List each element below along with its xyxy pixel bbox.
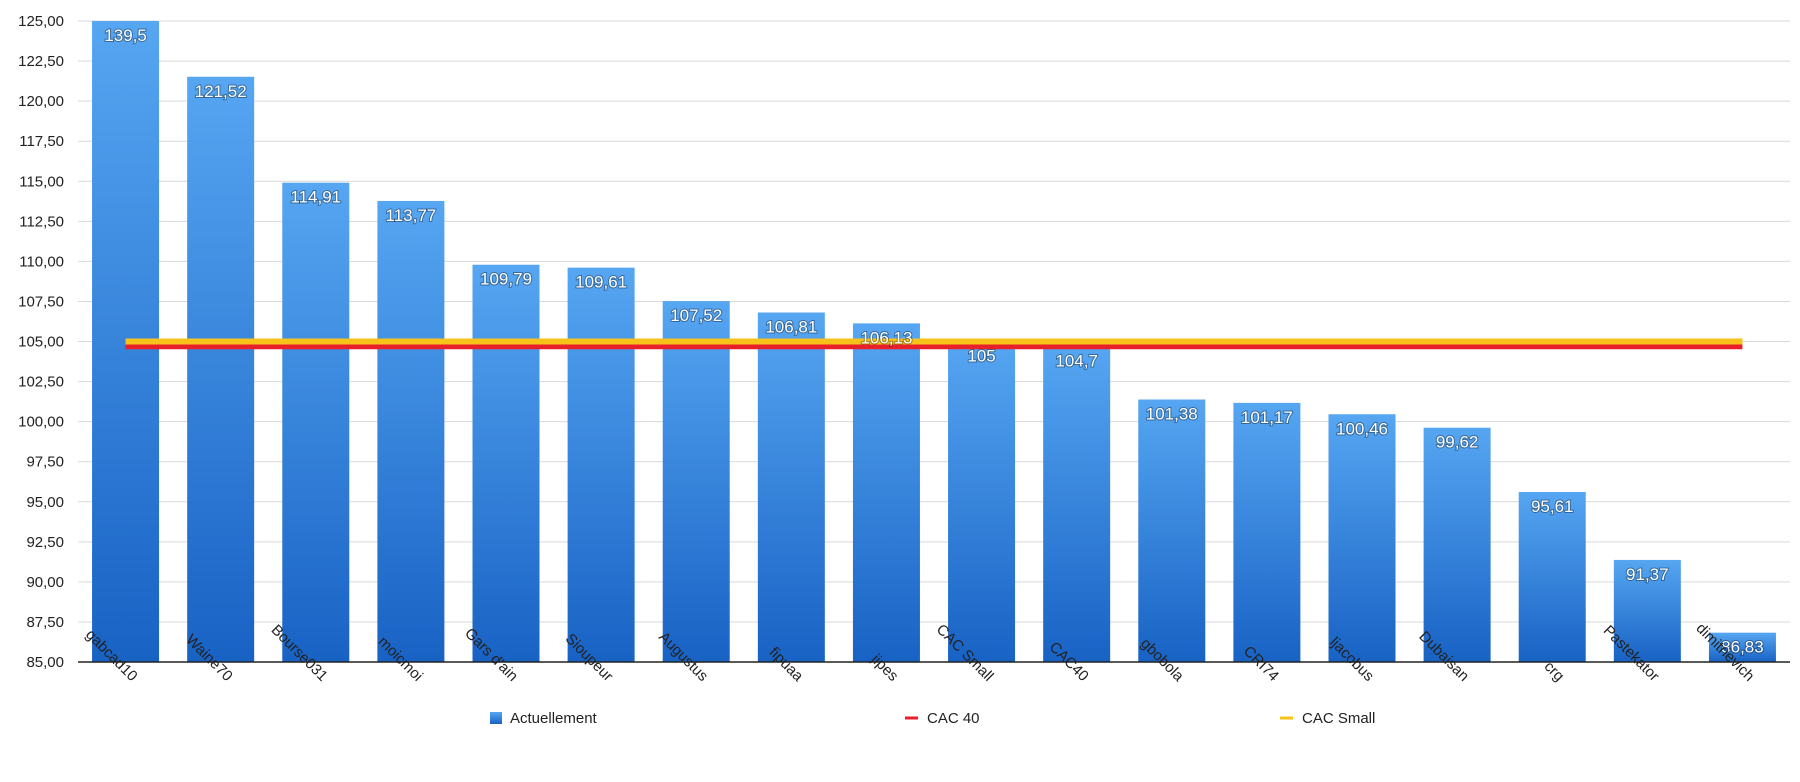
y-tick-label: 85,00 <box>26 654 64 671</box>
bar <box>852 323 920 662</box>
bar <box>377 200 445 662</box>
bar <box>1328 414 1396 662</box>
bar <box>187 76 255 663</box>
data-label: 107,52 <box>670 306 722 325</box>
data-label: 106,81 <box>765 317 817 336</box>
legend-swatch-bar <box>490 712 502 724</box>
y-tick-label: 120,00 <box>18 93 64 110</box>
bar <box>1138 399 1206 662</box>
y-tick-label: 100,00 <box>18 414 64 431</box>
legend-label: CAC Small <box>1302 710 1375 727</box>
bar <box>948 341 1016 662</box>
legend: Actuellement CAC 40 CAC Small <box>490 710 1375 727</box>
bar <box>1613 559 1681 662</box>
data-label: 105 <box>967 347 995 366</box>
data-label: 99,62 <box>1436 433 1479 452</box>
y-tick-label: 125,00 <box>18 13 64 30</box>
y-tick-label: 87,50 <box>26 614 64 631</box>
legend-label: CAC 40 <box>927 710 980 727</box>
data-label: 86,83 <box>1721 638 1764 657</box>
data-label: 121,52 <box>195 82 247 101</box>
bar <box>1423 427 1491 662</box>
bar <box>1518 491 1586 662</box>
y-tick-label: 115,00 <box>19 173 64 190</box>
y-axis-tick-labels: 85,00 87,50 90,00 92,50 95,00 97,50 100,00 102,… <box>18 13 64 671</box>
y-tick-label: 92,50 <box>26 534 64 551</box>
data-label: 101,17 <box>1241 408 1293 427</box>
legend-label: Actuellement <box>510 710 598 727</box>
data-label: 91,37 <box>1626 565 1669 584</box>
y-tick-label: 95,00 <box>26 494 64 511</box>
reference-lines <box>125 338 1743 350</box>
y-tick-label: 110,00 <box>19 253 64 270</box>
bar <box>282 182 350 662</box>
data-label: 113,77 <box>386 206 437 225</box>
y-tick-label: 90,00 <box>26 574 64 591</box>
data-label: 95,61 <box>1531 497 1574 516</box>
data-label: 104,7 <box>1055 351 1098 370</box>
data-labels: 139,5 121,52 114,91 113,77 109,79 109,61 107,5… <box>103 25 1764 658</box>
bar <box>567 267 635 662</box>
data-label: 106,13 <box>860 328 912 347</box>
y-tick-label: 122,50 <box>18 53 64 70</box>
data-label: 114,91 <box>290 188 341 207</box>
bar <box>472 264 540 662</box>
y-tick-label: 117,50 <box>19 133 64 150</box>
bar <box>1708 632 1776 662</box>
data-label: 109,61 <box>575 273 627 292</box>
y-tick-label: 97,50 <box>26 454 64 471</box>
data-label: 109,79 <box>480 270 532 289</box>
gridlines <box>78 20 1790 623</box>
bar <box>1233 402 1301 662</box>
bar <box>1043 346 1111 662</box>
y-tick-label: 102,50 <box>18 374 64 391</box>
bar <box>662 301 730 662</box>
y-tick-label: 107,50 <box>18 293 64 310</box>
y-tick-label: 105,00 <box>18 334 64 351</box>
y-tick-label: 112,50 <box>19 213 64 230</box>
data-label: 101,38 <box>1146 405 1198 424</box>
data-label: 100,46 <box>1336 419 1388 438</box>
data-label: 139,5 <box>104 26 147 45</box>
bar <box>757 312 825 662</box>
